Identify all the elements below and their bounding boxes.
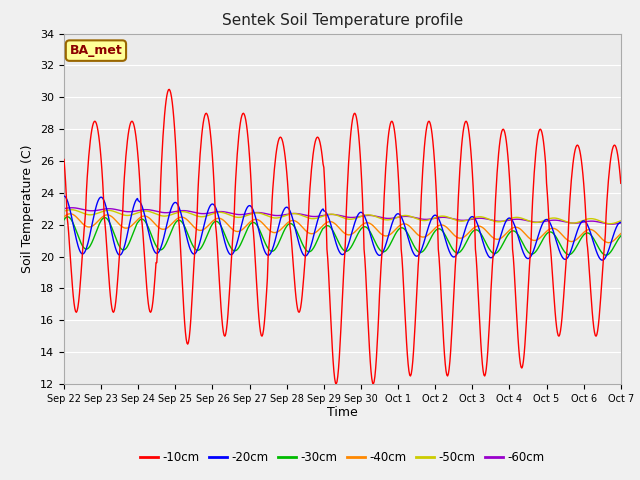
Line: -20cm: -20cm (64, 196, 621, 260)
Line: -40cm: -40cm (64, 214, 621, 243)
-60cm (60, 206, 68, 212)
-40cm (389, 229, 397, 235)
Line: -60cm: -60cm (64, 208, 621, 224)
-20cm (182, 232, 190, 238)
-10cm (568, 178, 575, 183)
-60cm (183, 208, 191, 214)
-30cm (444, 237, 451, 242)
-10cm (335, 365, 342, 371)
-40cm (566, 239, 574, 244)
-10cm (60, 156, 68, 162)
-50cm (566, 220, 574, 226)
-40cm (183, 217, 191, 223)
Text: BA_met: BA_met (70, 44, 122, 57)
Title: Sentek Soil Temperature profile: Sentek Soil Temperature profile (222, 13, 463, 28)
-10cm (183, 340, 191, 346)
-50cm (389, 216, 397, 222)
-50cm (617, 218, 625, 224)
-30cm (335, 239, 342, 245)
-20cm (566, 251, 573, 257)
-10cm (207, 136, 215, 142)
-40cm (67, 211, 74, 216)
-60cm (389, 216, 397, 221)
-40cm (444, 225, 451, 231)
-60cm (68, 205, 76, 211)
-20cm (206, 203, 214, 209)
-40cm (335, 224, 342, 230)
-50cm (606, 221, 614, 227)
-30cm (602, 252, 610, 258)
-40cm (605, 240, 612, 246)
Line: -10cm: -10cm (64, 89, 621, 384)
-60cm (608, 221, 616, 227)
-60cm (617, 220, 625, 226)
Line: -50cm: -50cm (64, 210, 621, 224)
-60cm (444, 215, 451, 220)
X-axis label: Time: Time (327, 407, 358, 420)
-50cm (444, 214, 451, 220)
-40cm (617, 231, 625, 237)
-20cm (617, 219, 625, 225)
-40cm (207, 220, 215, 226)
-60cm (566, 220, 574, 226)
-50cm (207, 212, 215, 217)
-10cm (445, 371, 452, 377)
-60cm (335, 212, 342, 218)
-50cm (183, 209, 191, 215)
-30cm (566, 252, 574, 257)
-20cm (443, 241, 451, 247)
-10cm (369, 381, 377, 387)
Y-axis label: Soil Temperature (C): Soil Temperature (C) (22, 144, 35, 273)
-50cm (60, 208, 68, 214)
-30cm (617, 233, 625, 239)
-40cm (60, 214, 68, 220)
-10cm (390, 122, 397, 128)
Legend: -10cm, -20cm, -30cm, -40cm, -50cm, -60cm: -10cm, -20cm, -30cm, -40cm, -50cm, -60cm (136, 446, 549, 468)
-20cm (60, 193, 68, 199)
-20cm (334, 245, 342, 251)
-30cm (60, 217, 68, 223)
-50cm (335, 213, 342, 219)
-50cm (67, 207, 75, 213)
-30cm (64, 214, 72, 220)
-30cm (207, 224, 215, 229)
-30cm (183, 229, 191, 235)
-30cm (389, 237, 397, 242)
-10cm (165, 86, 173, 92)
Line: -30cm: -30cm (64, 217, 621, 255)
-20cm (388, 221, 396, 227)
-60cm (207, 210, 215, 216)
-10cm (617, 180, 625, 186)
-20cm (598, 257, 606, 263)
